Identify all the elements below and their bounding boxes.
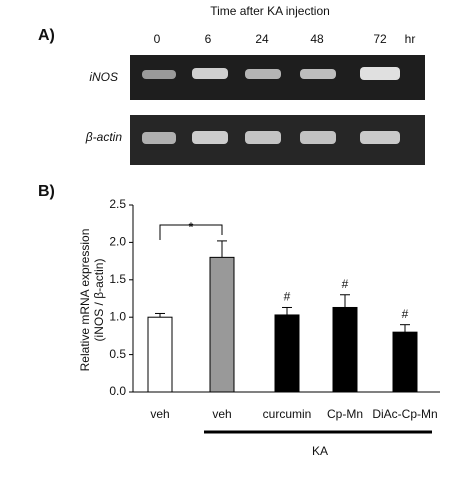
- bar: [209, 256, 235, 393]
- bar: [274, 314, 300, 393]
- time-label: 0: [154, 32, 161, 46]
- y-axis-label: Relative mRNA expression: [78, 229, 92, 372]
- significance-mark: #: [284, 290, 291, 304]
- x-tick-label: Cp-Mn: [327, 407, 363, 421]
- y-tick-label: 1.0: [109, 309, 126, 323]
- time-label: 24: [255, 32, 269, 46]
- y-tick-label: 2.5: [109, 197, 126, 211]
- panel-title: Time after KA injection: [210, 4, 330, 18]
- x-tick-label: curcumin: [263, 407, 312, 421]
- row-label: iNOS: [89, 70, 118, 84]
- y-tick-label: 0.0: [109, 384, 126, 398]
- y-tick-label: 1.5: [109, 272, 126, 286]
- time-label: 6: [205, 32, 212, 46]
- panel-label: A): [38, 27, 55, 44]
- row-label: β-actin: [85, 130, 123, 144]
- time-label: 48: [310, 32, 324, 46]
- x-tick-label: veh: [212, 407, 231, 421]
- bracket-label: *: [189, 220, 194, 234]
- bar: [332, 306, 358, 393]
- y-axis-label: (iNOS / β-actin): [92, 259, 106, 342]
- bar: [392, 331, 418, 393]
- significance-mark: #: [342, 277, 349, 291]
- group-label: KA: [312, 444, 328, 458]
- x-tick-label: veh: [150, 407, 169, 421]
- y-tick-label: 2.0: [109, 235, 126, 249]
- y-tick-label: 0.5: [109, 347, 126, 361]
- panel-label: B): [38, 183, 55, 200]
- time-unit: hr: [405, 32, 416, 46]
- x-tick-label: DiAc-Cp-Mn: [372, 407, 437, 421]
- time-label: 72: [373, 32, 387, 46]
- gel: [130, 55, 425, 165]
- bracket: [159, 224, 223, 240]
- significance-mark: #: [402, 307, 409, 321]
- bar: [147, 316, 173, 393]
